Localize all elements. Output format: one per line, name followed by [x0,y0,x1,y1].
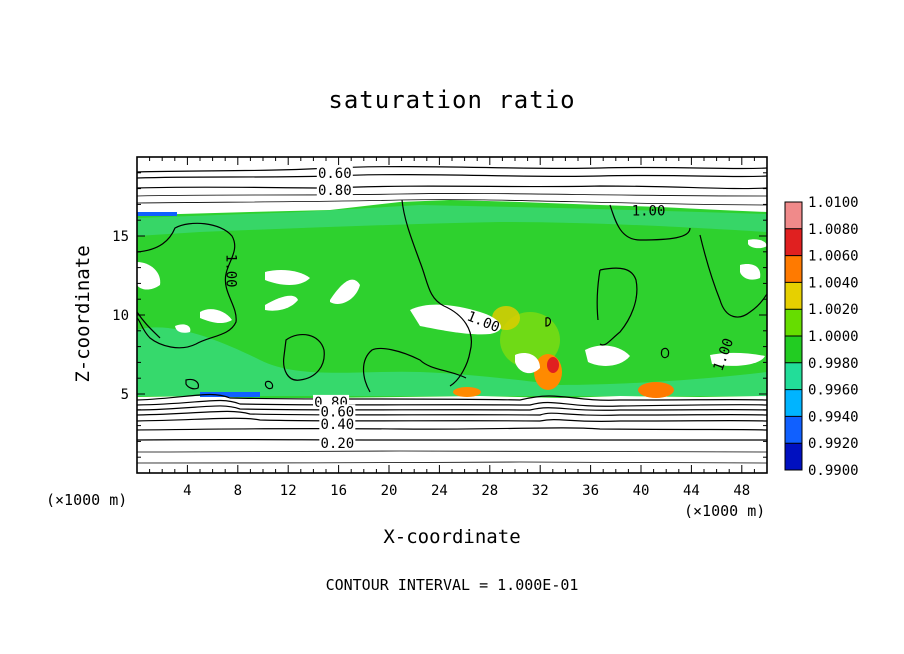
colorbar-label: 0.9900 [808,463,859,479]
chart-title: saturation ratio [328,86,576,114]
clear-air-hole [175,324,191,333]
clear-air-hole [585,345,630,366]
contour-label-bg [319,404,356,419]
colorbar-label: 1.0040 [808,275,859,291]
supersaturated-patch [534,354,562,390]
colorbar-swatch [785,255,802,283]
clear-air-hole [265,295,298,311]
contour-label-bg [316,183,353,198]
x-tick-label: 4 [183,483,191,499]
supersaturated-patch [638,382,674,398]
x-tick-label: 28 [481,483,498,499]
colorbar-swatch [785,443,802,470]
x-tick-label: 44 [683,483,700,499]
clear-air-hole [740,264,761,280]
plot-area [137,166,767,464]
lower-blue-strip [200,392,260,397]
x-tick-label: 40 [633,483,650,499]
contour-lines-upper [137,166,767,206]
clear-air-hole [748,239,767,249]
contour-label-bg [316,165,353,180]
y-tick-label: 5 [121,387,129,403]
clear-air-hole [265,270,310,285]
contour-lines-lower [137,393,767,464]
colorbar-swatch [785,389,802,417]
clear-air-hole [515,352,540,374]
colorbar: 1.0100 1.0080 1.0060 1.0040 1.0020 1.0000 0.99… [784,195,859,479]
y-tick-label: 15 [112,229,129,245]
clear-air-hole [710,352,765,366]
x-unit-label-right: (×1000 m) [684,502,766,520]
x-tick-label: 20 [381,483,398,499]
colorbar-label: 1.0020 [808,302,859,318]
colorbar-swatch [785,309,802,336]
contour-lines-1.00 [137,199,767,393]
x-tick-label: 36 [582,483,599,499]
x-tick-label: 32 [532,483,549,499]
contour-label: 1.00 [632,204,666,220]
colorbar-swatch [785,336,802,363]
clear-air-hole [137,262,161,290]
colorbar-swatch [785,282,802,310]
subsaturated-patch-upper [137,205,767,236]
subsaturated-patch [137,327,767,396]
colorbar-label: 0.9980 [808,356,859,372]
colorbar-swatch [785,416,802,444]
x-tick-label: 48 [733,483,750,499]
x-axis-label: X-coordinate [383,526,521,548]
x-tick-label: 8 [234,483,242,499]
supersaturated-patch [547,357,559,373]
colorbar-label: 0.9920 [808,436,859,452]
clear-air-hole [200,309,232,324]
x-axis-ticks: 4 8 12 16 20 24 28 32 36 40 44 48 [149,157,755,499]
colorbar-label: 1.0060 [808,249,859,265]
clear-air-hole [410,304,501,335]
colorbar-label: 1.0000 [808,329,859,345]
colorbar-swatch [785,362,802,390]
colorbar-label: 0.9960 [808,383,859,399]
colorbar-swatch [785,228,802,256]
y-axis-ticks: 5 10 15 [112,172,767,458]
colorbar-label: 1.0080 [808,222,859,238]
contour-interval-note: CONTOUR INTERVAL = 1.000E-01 [325,576,579,594]
x-tick-label: 12 [280,483,297,499]
contour-label: 0.60 [320,404,354,420]
supersaturated-patch [453,387,481,397]
contour-label: 0.20 [320,436,354,452]
x-unit-label-left: (×1000 m) [46,491,128,509]
colorbar-swatch [785,202,802,229]
upper-blue-strip [137,212,177,216]
contour-label: 0.60 [318,166,352,182]
colorbar-label: 1.0100 [808,195,859,211]
clear-air-hole [330,279,360,305]
contour-label: 1.00 [223,254,239,288]
colorbar-label: 0.9940 [808,409,859,425]
y-tick-label: 10 [112,308,129,324]
contour-label-bg [319,435,356,450]
contour-label-bg [319,417,356,432]
x-tick-label: 24 [431,483,448,499]
contour-label: 0.80 [318,183,352,199]
x-tick-label: 16 [330,483,347,499]
contour-label: 0.40 [320,417,354,433]
